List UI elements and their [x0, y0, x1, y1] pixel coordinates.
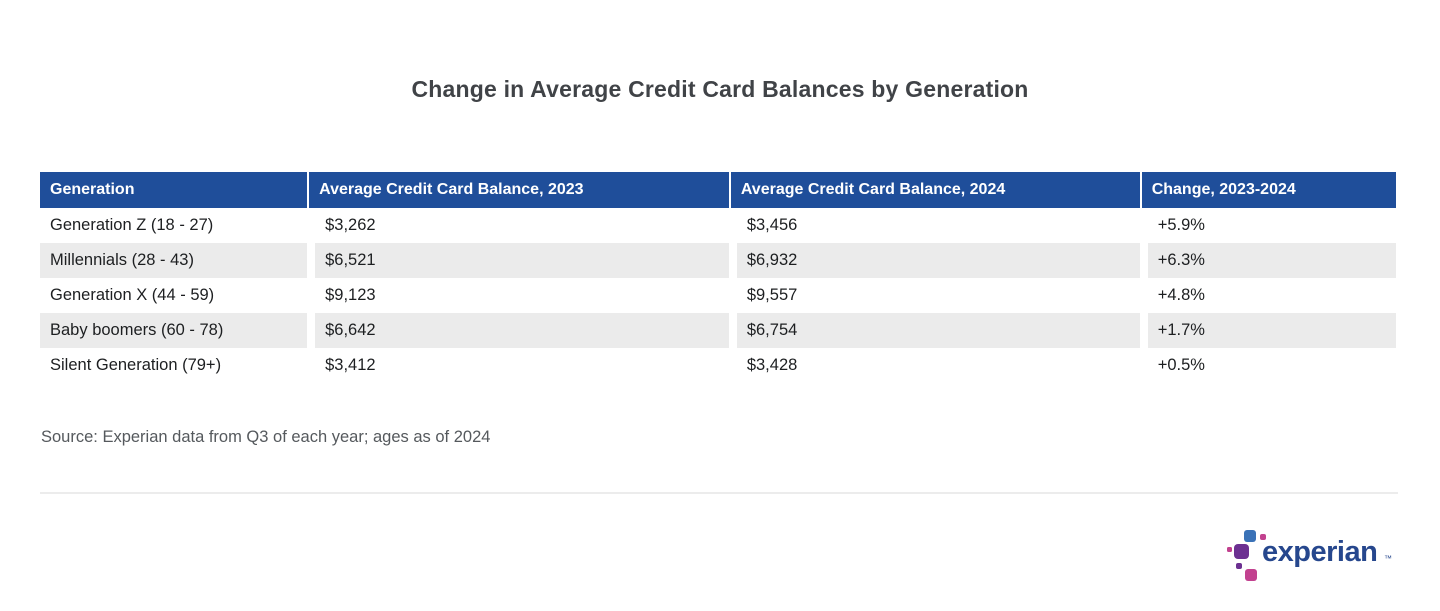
column-header-change: Change, 2023-2024	[1139, 172, 1396, 208]
logo-square-blue-icon	[1244, 530, 1256, 542]
table-cell-change: +1.7%	[1139, 313, 1396, 348]
logo-square-magenta-icon	[1245, 569, 1257, 581]
table-cell-balance-2023: $3,262	[307, 208, 729, 243]
logo-square-purple-icon	[1236, 563, 1242, 569]
table-cell-change: +5.9%	[1139, 208, 1396, 243]
table-cell-generation: Millennials (28 - 43)	[40, 243, 308, 278]
table-cell-change: +0.5%	[1139, 348, 1396, 383]
logo-square-magenta-icon	[1227, 547, 1232, 552]
table-cell-balance-2023: $6,521	[307, 243, 729, 278]
table-cell-change: +4.8%	[1139, 278, 1396, 313]
column-header-generation: Generation	[40, 172, 308, 208]
table-cell-balance-2024: $3,456	[728, 208, 1140, 243]
table-header-row: Generation Average Credit Card Balance, …	[40, 172, 1396, 208]
logo-square-magenta-icon	[1260, 534, 1266, 540]
table-cell-balance-2024: $3,428	[728, 348, 1140, 383]
page-title: Change in Average Credit Card Balances b…	[411, 76, 1029, 102]
table-cell-balance-2023: $9,123	[307, 278, 729, 313]
table-row: Millennials (28 - 43) $6,521 $6,932 +6.3…	[40, 243, 1396, 278]
table-cell-generation: Baby boomers (60 - 78)	[40, 313, 308, 348]
experian-logo: experian ™	[1226, 524, 1392, 582]
table-cell-balance-2024: $9,557	[728, 278, 1140, 313]
table-row: Generation Z (18 - 27) $3,262 $3,456 +5.…	[40, 208, 1396, 243]
experian-wordmark: experian	[1262, 536, 1378, 568]
table-row: Silent Generation (79+) $3,412 $3,428 +0…	[40, 348, 1396, 383]
table-cell-change: +6.3%	[1139, 243, 1396, 278]
source-note: Source: Experian data from Q3 of each ye…	[41, 428, 491, 446]
column-header-balance-2023: Average Credit Card Balance, 2023	[307, 172, 729, 208]
table-cell-generation: Generation Z (18 - 27)	[40, 208, 308, 243]
table-cell-balance-2024: $6,754	[728, 313, 1140, 348]
table-cell-generation: Generation X (44 - 59)	[40, 278, 308, 313]
table-row: Generation X (44 - 59) $9,123 $9,557 +4.…	[40, 278, 1396, 313]
trademark-symbol: ™	[1384, 554, 1392, 563]
footer-divider	[40, 492, 1398, 494]
table-cell-balance-2024: $6,932	[728, 243, 1140, 278]
table-cell-balance-2023: $6,642	[307, 313, 729, 348]
data-table: Generation Average Credit Card Balance, …	[40, 172, 1396, 383]
logo-square-purple-icon	[1234, 544, 1249, 559]
table-row: Baby boomers (60 - 78) $6,642 $6,754 +1.…	[40, 313, 1396, 348]
table-cell-generation: Silent Generation (79+)	[40, 348, 308, 383]
column-header-balance-2024: Average Credit Card Balance, 2024	[728, 172, 1140, 208]
table-cell-balance-2023: $3,412	[307, 348, 729, 383]
